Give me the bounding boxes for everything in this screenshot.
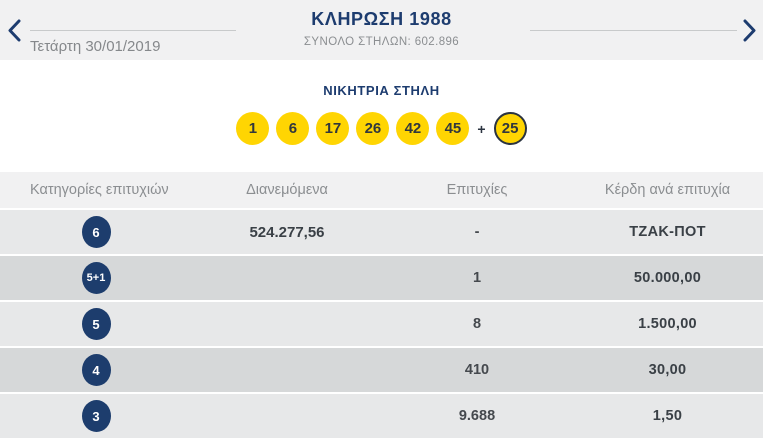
plus-sign: + (477, 120, 486, 137)
header-category: Κατηγορίες επιτυχιών (30, 182, 169, 198)
winners-value: 9.688 (458, 408, 496, 424)
table-row: 6 524.277,56 - ΤΖΑΚ-ΠΟΤ (0, 208, 763, 254)
category-badge: 5+1 (81, 262, 111, 294)
right-divider-block (530, 30, 737, 31)
winners-value: - (474, 224, 480, 240)
category-badge-wrap: 4 (0, 354, 192, 386)
category-badge: 5 (81, 308, 111, 340)
category-badge-wrap: 5 (0, 308, 192, 340)
header-prize: Κέρδη ανά επιτυχία (604, 182, 731, 198)
category-badge-wrap: 3 (0, 400, 192, 432)
draw-header: Τετάρτη 30/01/2019 ΚΛΗΡΩΣΗ 1988 ΣΥΝΟΛΟ Σ… (0, 0, 763, 60)
number-ball: 45 (436, 112, 470, 145)
chevron-left-icon (8, 19, 21, 45)
number-ball: 17 (316, 112, 350, 145)
chevron-right-icon (743, 19, 756, 45)
previous-draw-button[interactable] (5, 19, 23, 43)
winning-column-label: ΝΙΚΗΤΡΙΑ ΣΤΗΛΗ (323, 83, 440, 98)
draw-title: ΚΛΗΡΩΣΗ 1988 (311, 9, 452, 29)
number-ball: 42 (396, 112, 430, 145)
total-columns-label: ΣΥΝΟΛΟ ΣΤΗΛΩΝ: 602.896 (303, 36, 460, 48)
winning-column-section: ΝΙΚΗΤΡΙΑ ΣΤΗΛΗ 1 6 17 26 42 45 + 25 (0, 60, 763, 172)
distributed-value: 524.277,56 (249, 223, 325, 241)
title-block: ΚΛΗΡΩΣΗ 1988 ΣΥΝΟΛΟ ΣΤΗΛΩΝ: 602.896 (0, 0, 763, 48)
number-ball: 26 (356, 112, 390, 145)
prize-value: 1.500,00 (638, 316, 697, 332)
draw-date: Τετάρτη 30/01/2019 (30, 38, 161, 55)
table-header-row: Κατηγορίες επιτυχιών Διανεμόμενα Επιτυχί… (0, 172, 763, 208)
winners-value: 1 (472, 270, 482, 286)
header-winners: Επιτυχίες (446, 182, 508, 198)
category-badge: 3 (81, 400, 111, 432)
number-ball: 6 (276, 112, 310, 145)
table-row: 4 410 30,00 (0, 346, 763, 392)
table-row: 3 9.688 1,50 (0, 392, 763, 438)
results-table: Κατηγορίες επιτυχιών Διανεμόμενα Επιτυχί… (0, 172, 763, 438)
prize-value: ΤΖΑΚ-ΠΟΤ (629, 224, 706, 240)
winners-value: 8 (472, 316, 482, 332)
category-badge: 6 (81, 216, 111, 248)
winning-numbers-row: 1 6 17 26 42 45 + 25 (0, 112, 763, 145)
number-ball: 1 (236, 112, 270, 145)
header-distributed: Διανεμόμενα (246, 182, 328, 198)
category-badge-wrap: 5+1 (0, 262, 192, 294)
right-divider (530, 30, 737, 31)
category-badge-wrap: 6 (0, 216, 192, 248)
table-row: 5+1 1 50.000,00 (0, 254, 763, 300)
table-row: 5 8 1.500,00 (0, 300, 763, 346)
category-badge: 4 (81, 354, 111, 386)
winners-value: 410 (464, 362, 490, 378)
prize-value: 30,00 (648, 362, 687, 378)
draw-date-block: Τετάρτη 30/01/2019 (30, 30, 236, 55)
next-draw-button[interactable] (740, 19, 758, 43)
date-divider (30, 30, 236, 31)
prize-value: 50.000,00 (633, 270, 702, 286)
joker-ball: 25 (493, 112, 527, 145)
prize-value: 1,50 (652, 408, 683, 424)
